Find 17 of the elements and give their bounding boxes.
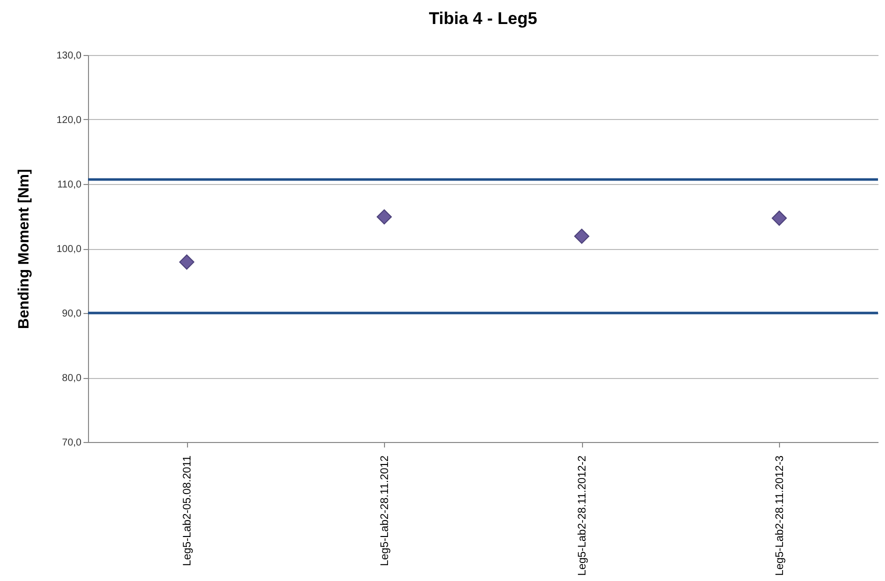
point [772, 210, 787, 226]
y-tick-label: 70,0 [62, 438, 82, 448]
x-tick-label: Leg5-Lab2-28.11.2012 [378, 456, 391, 566]
y-tick-label: 130,0 [56, 50, 82, 62]
point [179, 254, 194, 270]
x-tick-label: Leg5-Lab2-28.11.2012-2 [576, 456, 588, 576]
y-tick-label: 80,0 [62, 373, 82, 384]
x-tick-label: Leg5-Lab2-28.11.2012-3 [774, 456, 786, 576]
x-tick-label: Leg5-Lab2-05.08.2011 [181, 456, 194, 566]
y-tick-label: 110,0 [57, 180, 82, 190]
point [376, 209, 392, 224]
y-tick-label: 90,0 [62, 308, 82, 320]
y-axis-title: Bending Moment [Nm] [15, 169, 32, 329]
y-tick-label: 120,0 [56, 115, 82, 126]
y-tick-label: 100,0 [56, 244, 82, 255]
chart-title: Tibia 4 - Leg5 [428, 9, 538, 28]
point [574, 228, 590, 244]
